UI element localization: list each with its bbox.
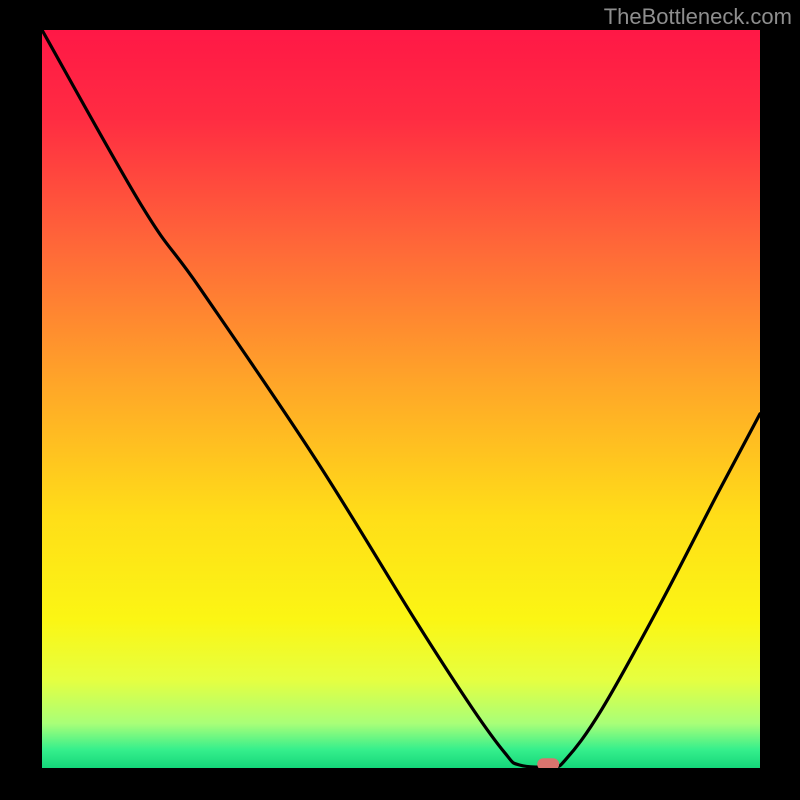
plot-area — [42, 30, 760, 768]
bottleneck-curve-chart — [42, 30, 760, 768]
gradient-background — [42, 30, 760, 768]
current-config-marker — [537, 758, 559, 768]
watermark-text: TheBottleneck.com — [604, 4, 792, 30]
chart-stage: TheBottleneck.com — [0, 0, 800, 800]
